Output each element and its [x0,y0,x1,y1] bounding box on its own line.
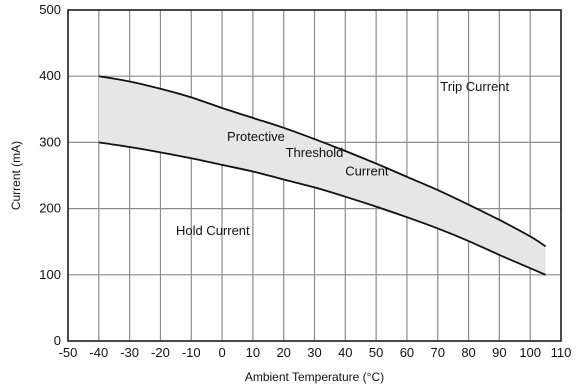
x-tick-label: -50 [59,345,78,360]
y-tick-label: 500 [39,2,61,17]
x-tick-label: -10 [182,345,201,360]
series-line-trip-current [98,75,547,248]
annotation-label: Current [345,164,389,179]
plot-frame [67,9,562,342]
x-tick-label: -20 [151,345,170,360]
x-tick-label: 80 [461,345,475,360]
y-tick-label: 0 [54,333,61,348]
y-tick-label: 400 [39,68,61,83]
y-tick-label: 300 [39,134,61,149]
y-tick-label: 100 [39,267,61,282]
annotation-label: Threshold [286,145,344,160]
y-axis-title: Current (mA) [9,141,23,210]
annotation-label: Protective [227,129,285,144]
x-tick-label: 50 [369,345,383,360]
x-tick-label: 10 [246,345,260,360]
x-tick-label: 0 [218,345,225,360]
x-tick-label: 90 [492,345,506,360]
annotation-label: Trip Current [440,79,509,94]
protective-threshold-band [98,76,546,275]
x-tick-label: 70 [431,345,445,360]
x-tick-label: 100 [519,345,541,360]
annotation-label: Hold Current [176,223,250,238]
x-tick-label: 40 [338,345,352,360]
x-tick-label: 110 [551,345,572,360]
x-tick-label: 30 [307,345,321,360]
x-tick-label: 60 [400,345,414,360]
x-tick-labels: -50 -40 -30 -20 -10 0 10 20 30 40 50 60 70 80 90 100 110 [59,345,572,360]
x-tick-label: -30 [120,345,139,360]
x-tick-label: 20 [276,345,290,360]
y-tick-label: 200 [39,201,61,216]
x-axis-title: Ambient Temperature (°C) [245,370,384,384]
y-tick-labels: 0 100 200 300 400 500 [39,2,61,348]
x-tick-label: -40 [89,345,108,360]
series-line-hold-current [98,141,546,276]
